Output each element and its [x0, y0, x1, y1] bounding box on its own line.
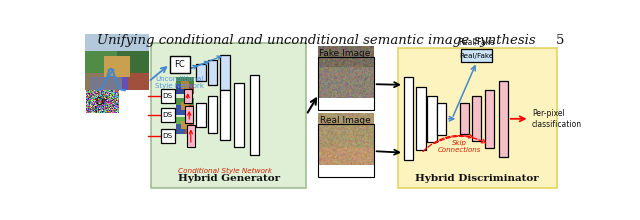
Bar [220, 55, 230, 90]
Bar [472, 96, 481, 141]
Text: Skip
Connections: Skip Connections [438, 140, 481, 153]
Text: DS: DS [163, 133, 173, 139]
Bar [499, 81, 508, 157]
Text: Unifying conditional and unconditional semantic image synthesis: Unifying conditional and unconditional s… [97, 34, 536, 47]
Text: Or: Or [96, 97, 108, 107]
Bar [208, 96, 217, 133]
Bar [417, 87, 426, 150]
Text: DS: DS [163, 112, 173, 118]
Bar [460, 103, 469, 134]
Text: Per-pixel
classification: Per-pixel classification [532, 109, 582, 128]
Bar [196, 64, 205, 81]
Bar [170, 56, 190, 73]
Text: Hybrid Generator: Hybrid Generator [178, 174, 280, 183]
Text: Conditional Style Network: Conditional Style Network [178, 168, 272, 174]
Bar [397, 48, 557, 188]
Text: Real Image: Real Image [319, 117, 371, 125]
Bar [484, 90, 494, 148]
Text: DS: DS [163, 93, 173, 99]
Bar [428, 96, 436, 142]
Bar [186, 106, 193, 123]
Bar [234, 83, 244, 147]
Bar [318, 57, 374, 110]
Bar [151, 43, 307, 188]
Text: 5: 5 [556, 34, 564, 47]
Text: FC: FC [175, 60, 186, 69]
Bar [187, 125, 195, 147]
Bar [220, 90, 230, 140]
Bar [196, 103, 205, 127]
Bar [161, 89, 175, 103]
Text: Hybrid Discriminator: Hybrid Discriminator [415, 174, 539, 183]
Bar [161, 108, 175, 122]
Bar [208, 60, 217, 85]
Bar [461, 50, 492, 62]
Bar [404, 77, 413, 160]
Text: Unconditional
Style Network: Unconditional Style Network [156, 77, 204, 90]
Bar [318, 124, 374, 176]
Text: Real/Fake: Real/Fake [458, 37, 495, 46]
Bar [184, 89, 191, 103]
Bar [436, 103, 446, 135]
Bar [250, 75, 259, 155]
Bar [161, 129, 175, 143]
Text: Z: Z [107, 69, 115, 79]
Text: Fake Image: Fake Image [319, 50, 371, 59]
Text: Real/Fake: Real/Fake [460, 53, 494, 59]
